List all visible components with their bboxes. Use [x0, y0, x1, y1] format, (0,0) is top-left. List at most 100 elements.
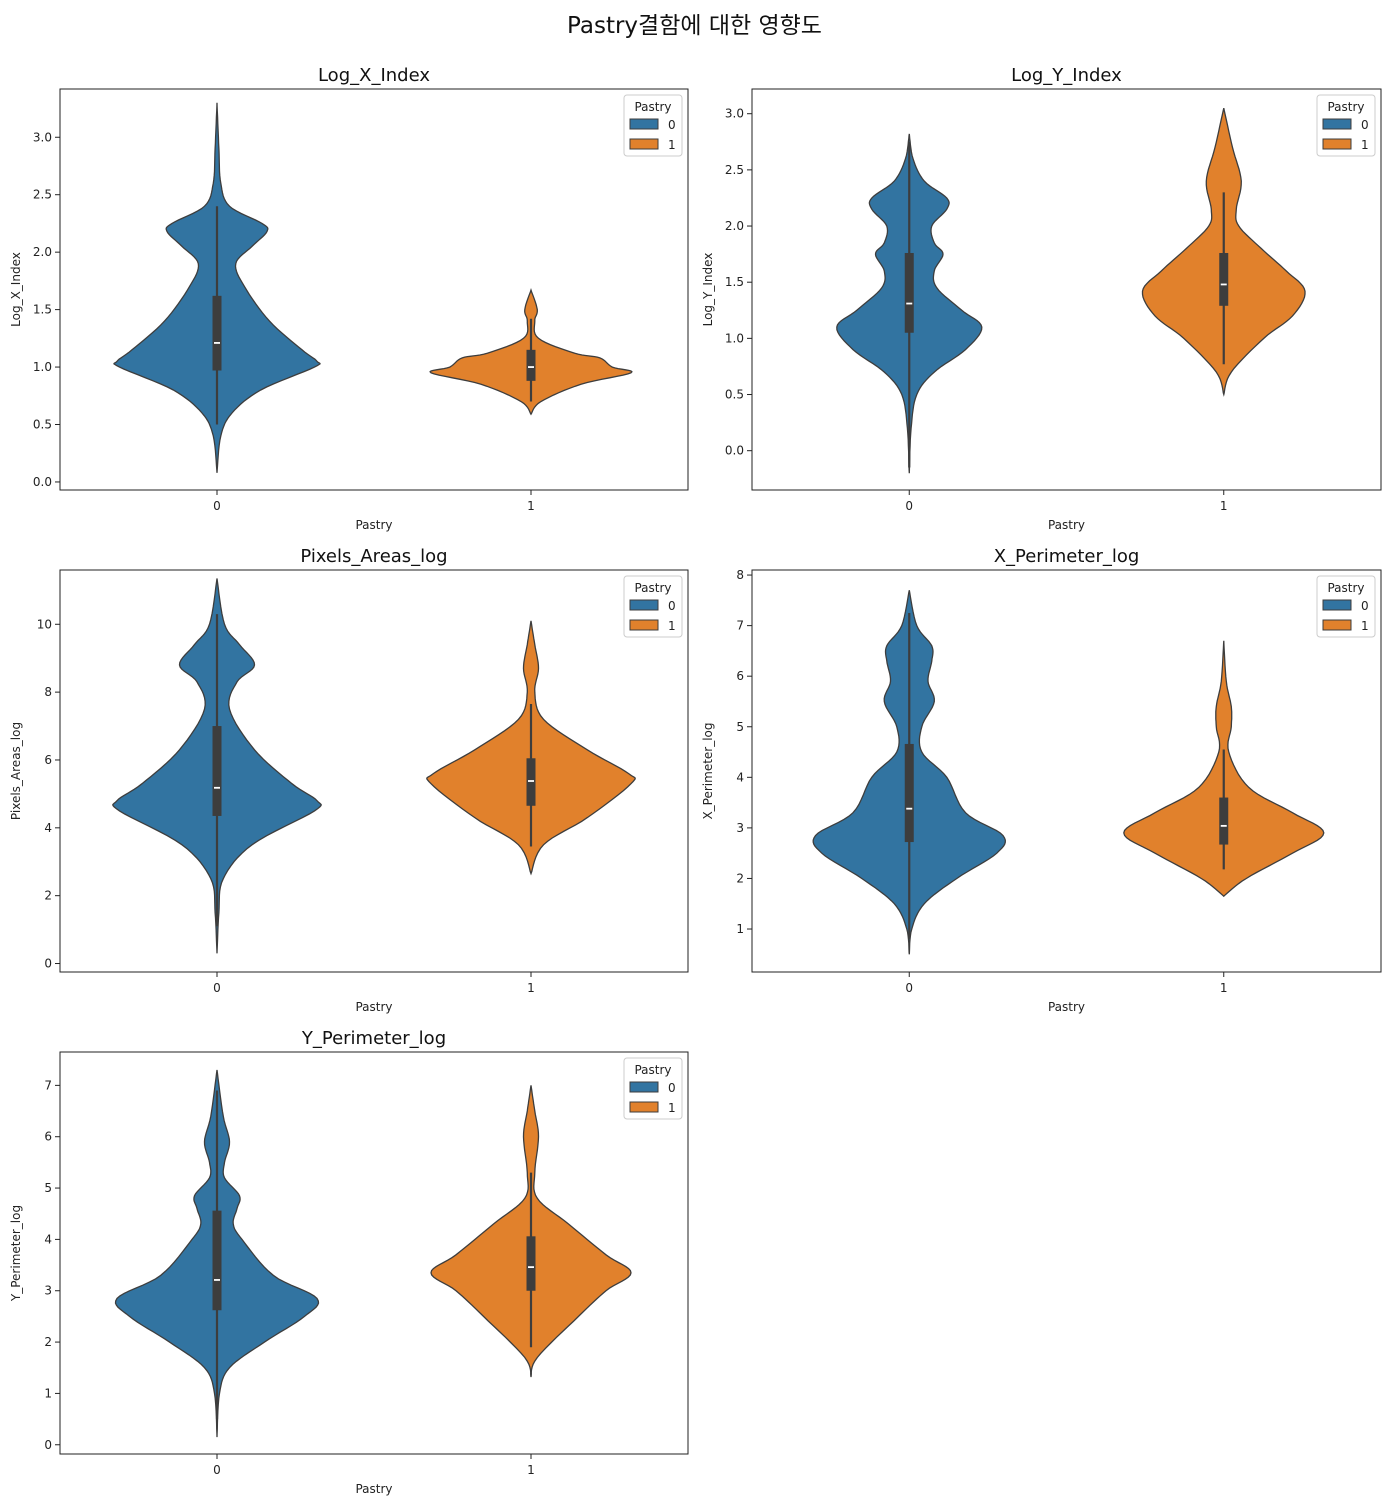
figure-title: Pastry결함에 대한 영향도	[567, 13, 822, 39]
iqr-box-0	[212, 1210, 222, 1311]
y-tick-label: 0	[44, 957, 52, 971]
legend-label-1: 1	[668, 138, 676, 152]
iqr-box-1	[526, 758, 536, 806]
legend-label-0: 0	[668, 1081, 676, 1095]
y-tick-label: 0.5	[725, 388, 744, 402]
y-tick-label: 1.0	[725, 331, 744, 345]
y-tick-label: 2	[44, 1335, 52, 1349]
y-tick-label: 8	[736, 568, 744, 582]
y-tick-label: 6	[736, 669, 744, 683]
legend-swatch-1	[629, 619, 659, 631]
y-tick-label: 1.0	[33, 360, 52, 374]
iqr-box-0	[904, 252, 914, 333]
y-tick-label: 0.0	[725, 444, 744, 458]
y-tick-label: 2	[44, 889, 52, 903]
legend: Pastry 0 1	[623, 1057, 683, 1120]
iqr-box-0	[212, 295, 222, 371]
panel-title: Pixels_Areas_log	[300, 546, 447, 567]
y-tick-label: 2.0	[33, 245, 52, 259]
legend-swatch-0	[1322, 599, 1352, 611]
panel-title: Log_X_Index	[318, 65, 430, 86]
legend-swatch-1	[629, 138, 659, 150]
legend: Pastry 0 1	[1316, 575, 1376, 638]
y-tick-label: 2.0	[725, 219, 744, 233]
legend: Pastry 0 1	[623, 94, 683, 157]
y-tick-label: 0	[44, 1438, 52, 1452]
x-axis-label: Pastry	[1048, 518, 1085, 532]
chart-panel-5: Y_Perimeter_log 0 1 2 3 4 5 6 7 0 1 Pastry Y_Perimet…	[9, 1028, 689, 1496]
iqr-box-0	[904, 743, 914, 843]
legend-title: Pastry	[634, 1063, 671, 1077]
y-tick-label: 1.5	[725, 275, 744, 289]
y-tick-label: 0.5	[33, 418, 52, 432]
y-tick-label: 5	[44, 1181, 52, 1195]
y-axis-label: X_Perimeter_log	[701, 722, 715, 819]
legend-label-1: 1	[1361, 138, 1369, 152]
y-tick-label: 3	[736, 821, 744, 835]
iqr-box-1	[1219, 252, 1229, 306]
x-tick-label: 0	[213, 981, 221, 995]
y-axis-label: Log_X_Index	[9, 252, 23, 327]
x-tick-label: 1	[527, 1463, 535, 1477]
legend-swatch-0	[629, 118, 659, 130]
y-tick-label: 6	[44, 753, 52, 767]
x-axis-label: Pastry	[355, 1000, 392, 1014]
legend-label-0: 0	[1361, 599, 1369, 613]
x-tick-label: 0	[905, 499, 913, 513]
panel-title: Y_Perimeter_log	[301, 1028, 446, 1049]
y-tick-label: 1	[736, 922, 744, 936]
x-tick-label: 0	[213, 499, 221, 513]
y-tick-label: 4	[44, 1232, 52, 1246]
y-tick-label: 3.0	[725, 107, 744, 121]
legend: Pastry 0 1	[1316, 94, 1376, 157]
x-axis-label: Pastry	[355, 1482, 392, 1496]
plot-frame	[751, 88, 1382, 491]
plot-frame	[59, 1051, 689, 1455]
x-tick-label: 1	[1220, 981, 1228, 995]
y-tick-label: 4	[736, 770, 744, 784]
legend-title: Pastry	[634, 100, 671, 114]
y-tick-label: 3	[44, 1284, 52, 1298]
y-tick-label: 10	[37, 617, 52, 631]
x-tick-label: 1	[1220, 499, 1228, 513]
y-tick-label: 4	[44, 821, 52, 835]
y-tick-label: 7	[44, 1078, 52, 1092]
y-tick-label: 1.5	[33, 303, 52, 317]
plot-frame	[59, 88, 689, 491]
y-tick-label: 8	[44, 685, 52, 699]
y-tick-label: 3.0	[33, 130, 52, 144]
y-tick-label: 5	[736, 720, 744, 734]
legend-title: Pastry	[634, 581, 671, 595]
y-tick-label: 2.5	[725, 163, 744, 177]
y-axis-label: Log_Y_Index	[701, 253, 715, 327]
y-axis-label: Y_Perimeter_log	[9, 1205, 23, 1302]
panel-title: Log_Y_Index	[1011, 65, 1122, 86]
iqr-box-1	[1219, 797, 1229, 845]
legend-label-1: 1	[1361, 619, 1369, 633]
iqr-box-1	[526, 349, 536, 381]
legend-swatch-1	[1322, 619, 1352, 631]
legend-swatch-1	[629, 1101, 659, 1113]
plot-frame	[59, 569, 689, 973]
legend-title: Pastry	[1327, 581, 1364, 595]
x-axis-label: Pastry	[1048, 1000, 1085, 1014]
legend-swatch-0	[629, 1081, 659, 1093]
y-tick-label: 1	[44, 1386, 52, 1400]
iqr-box-0	[212, 726, 222, 816]
legend-label-1: 1	[668, 619, 676, 633]
legend-swatch-0	[1322, 118, 1352, 130]
y-tick-label: 2.5	[33, 188, 52, 202]
y-axis-label: Pixels_Areas_log	[9, 722, 23, 820]
legend-label-0: 0	[668, 599, 676, 613]
x-tick-label: 0	[213, 1463, 221, 1477]
legend-swatch-0	[629, 599, 659, 611]
iqr-box-1	[526, 1236, 536, 1291]
y-tick-label: 0.0	[33, 475, 52, 489]
plot-frame	[751, 569, 1382, 973]
legend-title: Pastry	[1327, 100, 1364, 114]
chart-panel-4: X_Perimeter_log 1 2 3 4 5 6 7 8 0 1 Pastry X_Perimet…	[701, 546, 1382, 1014]
y-tick-label: 2	[736, 871, 744, 885]
